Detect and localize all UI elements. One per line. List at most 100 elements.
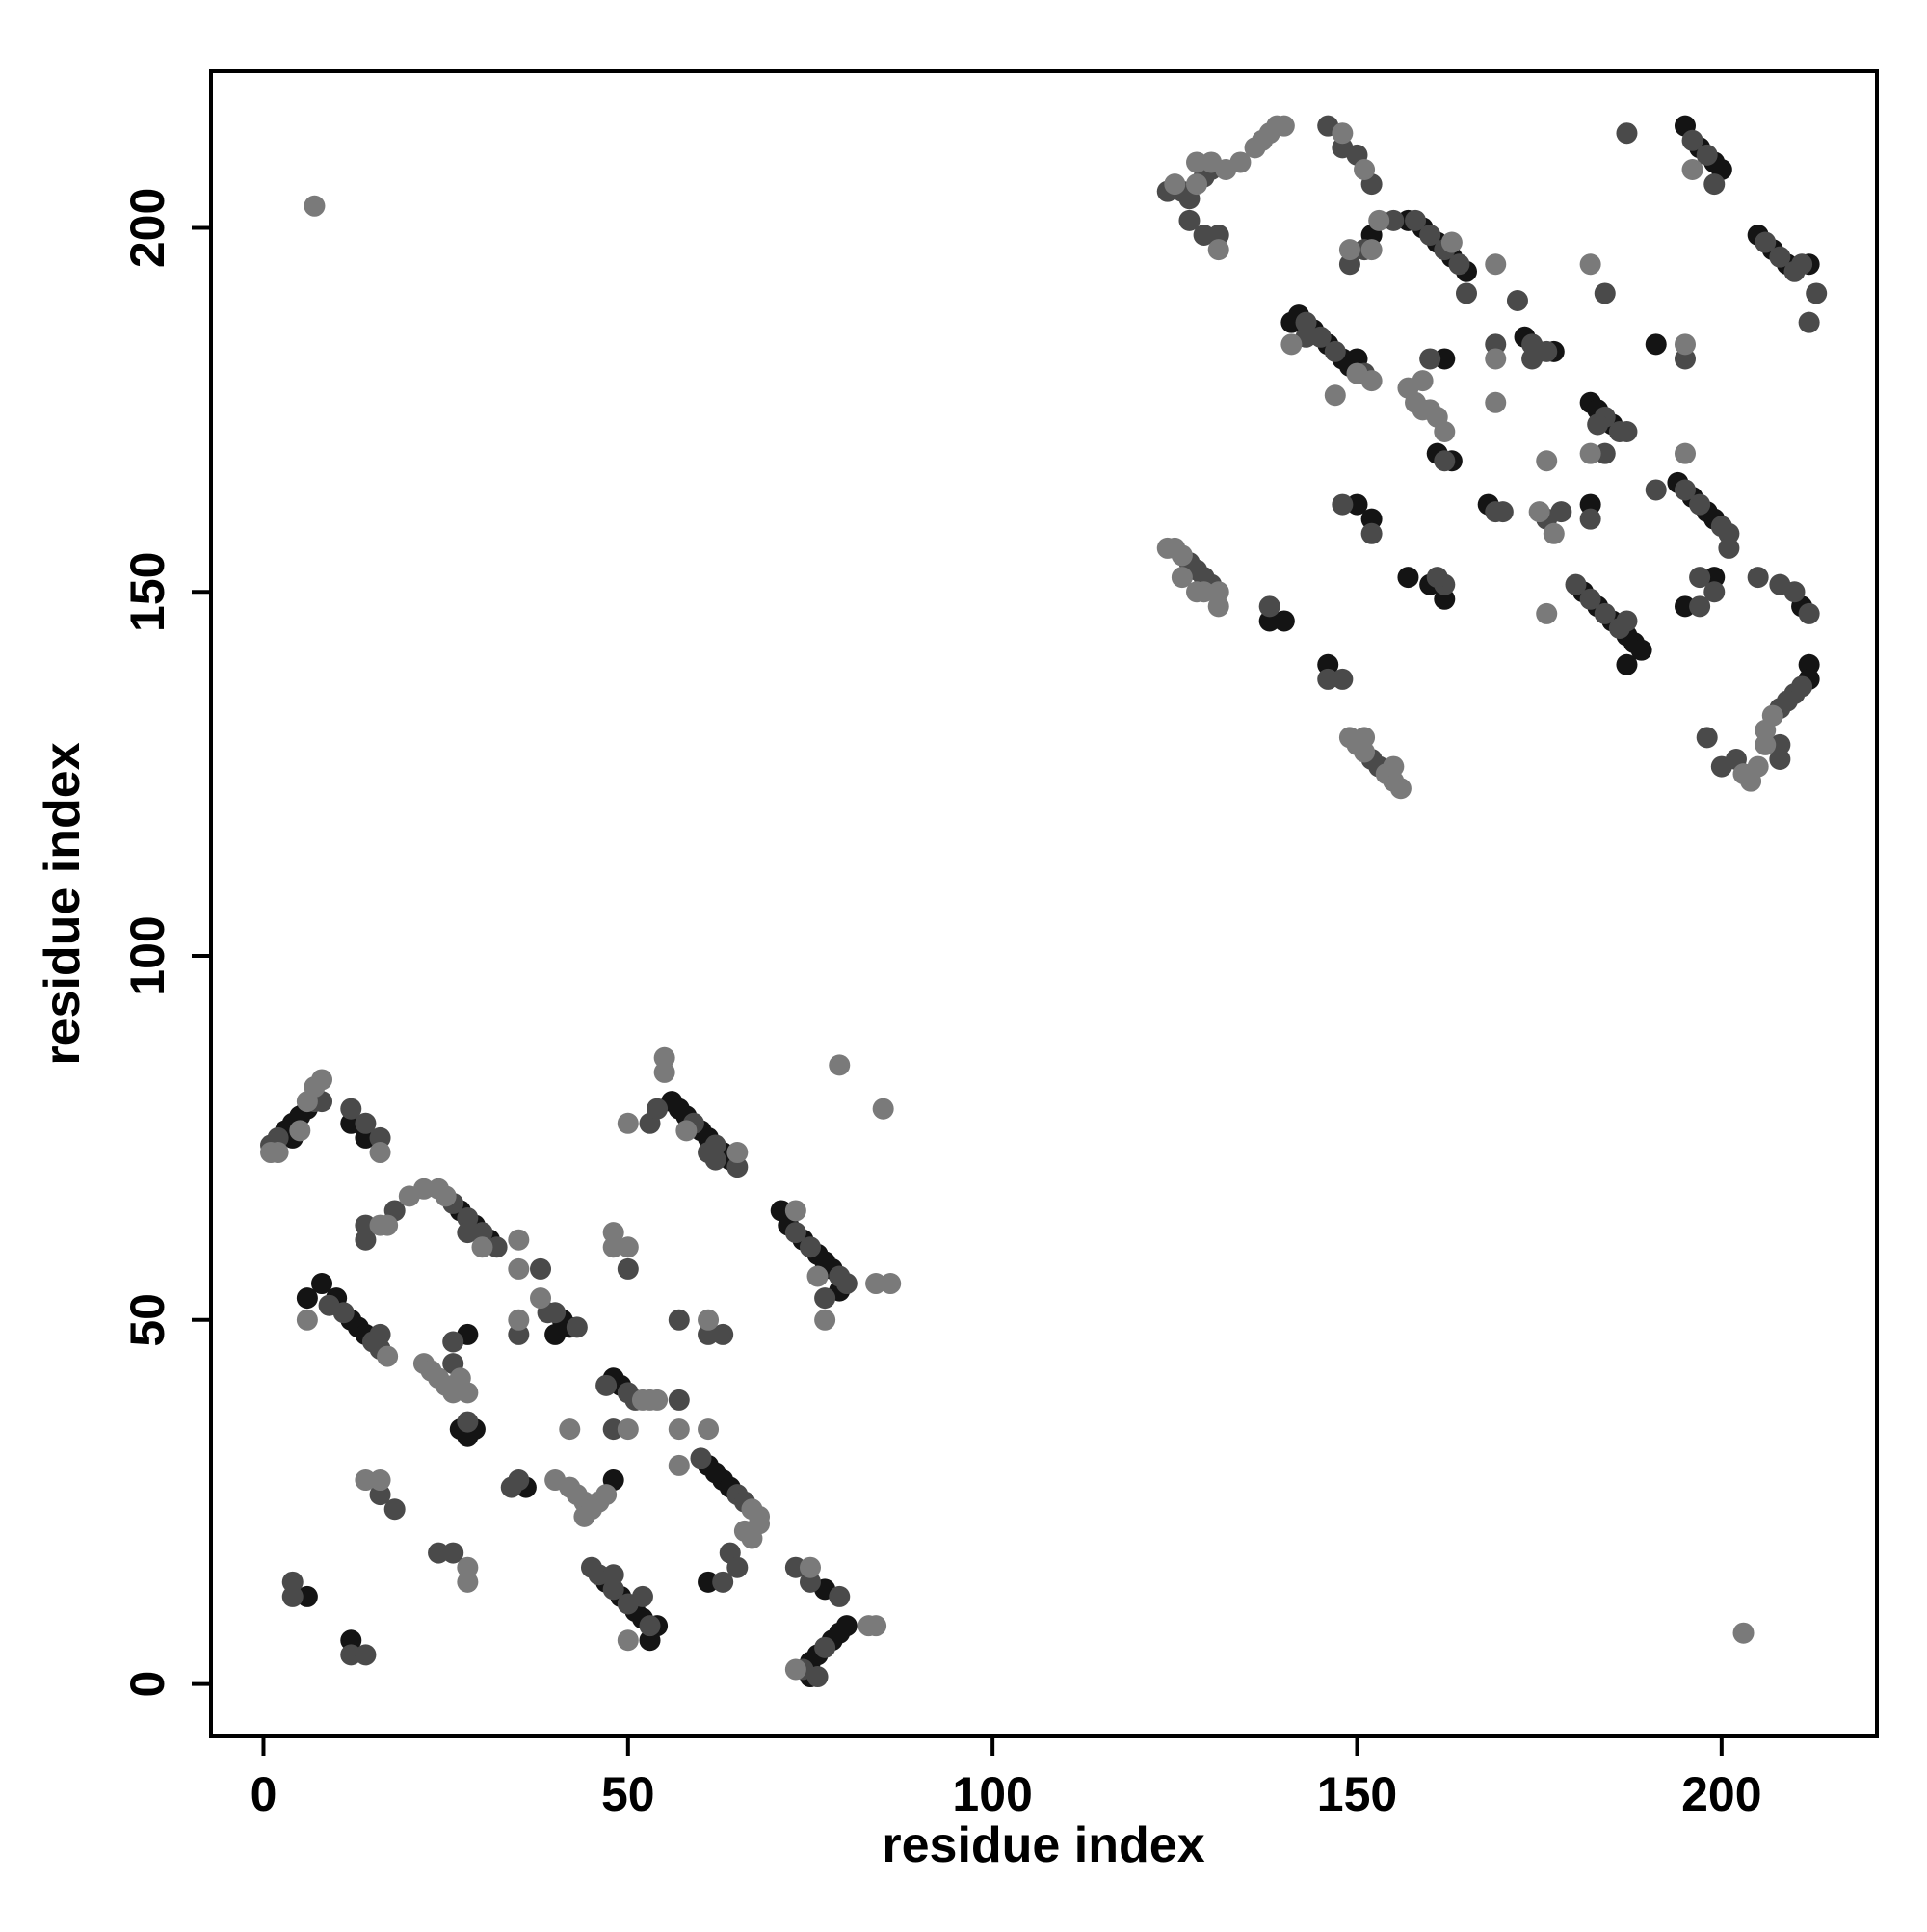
- point: [1798, 602, 1820, 624]
- point: [442, 1331, 464, 1353]
- point: [281, 1571, 304, 1593]
- point: [1448, 253, 1470, 276]
- point: [1747, 567, 1769, 589]
- point: [1543, 522, 1565, 544]
- point: [1645, 333, 1667, 356]
- point: [1565, 573, 1587, 595]
- point: [369, 1323, 391, 1345]
- point: [595, 1484, 618, 1506]
- point: [1791, 253, 1813, 276]
- point: [1360, 508, 1383, 530]
- point: [741, 1527, 763, 1549]
- point: [1594, 282, 1616, 304]
- point: [602, 1236, 624, 1258]
- point: [668, 1389, 690, 1411]
- point: [435, 1185, 457, 1207]
- point: [865, 1273, 887, 1295]
- plot-frame: [209, 69, 1879, 1738]
- point: [530, 1287, 552, 1310]
- point: [1806, 282, 1828, 304]
- point: [1681, 159, 1703, 181]
- point: [1630, 639, 1652, 661]
- point: [1587, 413, 1609, 436]
- point: [369, 1142, 391, 1164]
- point: [602, 1222, 624, 1244]
- point: [428, 1542, 450, 1564]
- point: [281, 1585, 304, 1607]
- point: [1798, 653, 1820, 675]
- point: [1434, 450, 1456, 472]
- point: [1332, 493, 1354, 516]
- point: [1178, 209, 1201, 231]
- point: [544, 1302, 567, 1324]
- point: [1171, 567, 1193, 589]
- y-tick-label: 50: [120, 1293, 174, 1347]
- point: [1696, 144, 1718, 166]
- point: [1360, 522, 1383, 544]
- point: [267, 1142, 289, 1164]
- point: [1201, 151, 1223, 173]
- point: [566, 1316, 588, 1338]
- point: [829, 1054, 851, 1076]
- point: [1579, 508, 1601, 530]
- point: [1258, 610, 1280, 632]
- point: [559, 1418, 581, 1441]
- point: [806, 1265, 829, 1287]
- point: [1718, 522, 1740, 544]
- point: [1440, 231, 1463, 253]
- point: [289, 1120, 311, 1142]
- point: [1360, 239, 1383, 261]
- point: [369, 1126, 391, 1149]
- point: [835, 1273, 858, 1295]
- point: [355, 1214, 377, 1236]
- x-tick-label: 0: [251, 1767, 277, 1821]
- point: [1689, 567, 1711, 589]
- point: [829, 1585, 851, 1607]
- point: [311, 1273, 333, 1295]
- point: [1579, 253, 1601, 276]
- point: [471, 1236, 493, 1258]
- x-axis-label: residue index: [882, 1817, 1204, 1873]
- point: [602, 1564, 624, 1586]
- point: [1689, 493, 1711, 516]
- point: [508, 1309, 530, 1331]
- point: [1674, 479, 1696, 501]
- y-tick-label: 150: [120, 552, 174, 632]
- point: [457, 1571, 479, 1593]
- point: [784, 1200, 806, 1222]
- point: [1485, 333, 1507, 356]
- point: [647, 1389, 669, 1411]
- point: [1186, 173, 1208, 196]
- point: [1755, 231, 1777, 253]
- point: [369, 1469, 391, 1492]
- point: [1616, 421, 1638, 443]
- point: [332, 1302, 355, 1324]
- point: [1485, 391, 1507, 413]
- point: [647, 1098, 669, 1120]
- point: [1397, 567, 1419, 589]
- point: [1674, 442, 1696, 464]
- point: [1317, 653, 1339, 675]
- point: [726, 1556, 749, 1578]
- point: [296, 1309, 318, 1331]
- point: [1616, 610, 1638, 632]
- point: [1616, 653, 1638, 675]
- point: [712, 1571, 734, 1593]
- point: [784, 1658, 806, 1681]
- point: [1309, 326, 1332, 348]
- point: [698, 1571, 720, 1593]
- point: [704, 1149, 726, 1171]
- point: [1536, 450, 1558, 472]
- point: [668, 1309, 690, 1331]
- point: [712, 1323, 734, 1345]
- point: [814, 1309, 836, 1331]
- point: [1273, 610, 1295, 632]
- point: [588, 1564, 610, 1586]
- point: [698, 1309, 720, 1331]
- point: [1295, 311, 1317, 333]
- point: [1383, 755, 1405, 778]
- point: [1594, 442, 1616, 464]
- point: [639, 1615, 661, 1637]
- point: [1528, 501, 1550, 523]
- point: [1405, 209, 1427, 231]
